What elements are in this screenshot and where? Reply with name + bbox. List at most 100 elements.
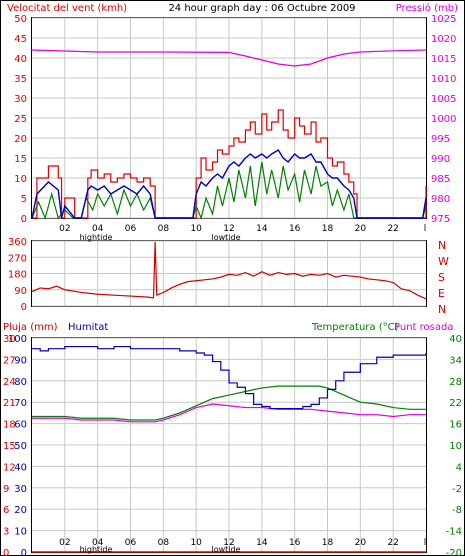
top-hour-label: 08 <box>158 224 170 234</box>
pressure-tick-label: 985 <box>431 174 450 185</box>
rain-tick-label: 9 <box>3 484 9 495</box>
temperature-tick-label: -2 <box>452 484 462 495</box>
top-hour-label: 16 <box>289 224 301 234</box>
pressure-tick-label: 995 <box>431 134 450 145</box>
bottom-hour-label: 06 <box>125 538 137 548</box>
top-hour-label: 10 <box>190 224 202 234</box>
temperature-axis-title: Temperatura (°C) <box>311 322 399 333</box>
dir-label-w: W <box>438 255 449 268</box>
graph-title: 24 hour graph day : 06 Octubre 2009 <box>168 3 355 14</box>
wind-tick-label: 10 <box>14 174 27 185</box>
rain-tick-label: 6 <box>3 505 9 516</box>
pressure-tick-label: 1025 <box>431 14 456 25</box>
temperature-tick-label: -8 <box>452 505 462 516</box>
wind-tick-label: 25 <box>14 114 27 125</box>
humidity-tick-label: 10 <box>14 527 27 538</box>
humidity-tick-label: 70 <box>14 398 27 409</box>
rain-tick-label: 3 <box>3 527 9 538</box>
dir-label-e: E <box>438 287 445 300</box>
rain-tick-label: 0 <box>3 548 9 556</box>
pressure-tick-label: 1000 <box>431 114 456 125</box>
wind-tick-label: 5 <box>21 194 27 205</box>
temperature-line <box>32 385 426 421</box>
rain-tick-label: 18 <box>3 420 16 431</box>
bottom-hour-label: 10 <box>190 538 202 548</box>
rain-tick-label: 24 <box>3 377 16 388</box>
wind-axis-title: Velocitat del vent (kmh) <box>7 3 127 14</box>
bottom-hour-label: 20 <box>355 538 367 548</box>
bottom-hour-label: 18 <box>322 538 334 548</box>
bottom-hour-label: 04 <box>92 538 104 548</box>
pressure-tick-label: 1020 <box>431 34 456 45</box>
wind-average-line <box>31 149 427 219</box>
wind-tick-label: 0 <box>21 214 27 225</box>
temperature-tick-label: 16 <box>449 420 462 431</box>
temperature-tick-label: 40 <box>449 334 462 345</box>
top-hour-label: 18 <box>322 224 334 234</box>
bottom-hour-label: 12 <box>223 538 234 548</box>
lowtide-label-bottom: lowtide <box>211 545 240 554</box>
wind-tick-label: 45 <box>14 34 27 45</box>
dir-label-s: S <box>438 271 445 284</box>
dewpoint-axis-title: Punt rosada <box>394 322 453 333</box>
humidity-tick-label: 40 <box>14 462 27 473</box>
bottom-hour-label: 02 <box>59 538 70 548</box>
rain-tick-label: 15 <box>3 441 16 452</box>
top-hour-label: 14 <box>256 224 268 234</box>
top-hour-label: 22 <box>387 224 398 234</box>
pressure-tick-label: 1005 <box>431 94 456 105</box>
rain-tick-label: 30 <box>3 334 16 345</box>
wind-tick-label: 30 <box>14 94 27 105</box>
top-hour-label: 20 <box>355 224 367 234</box>
pressure-tick-label: 1010 <box>431 74 456 85</box>
temperature-tick-label: -14 <box>446 527 462 538</box>
humidity-axis-title: Humitat <box>68 322 108 333</box>
top-hour-label: 06 <box>125 224 137 234</box>
pressure-tick-label: 980 <box>431 194 450 205</box>
dir-label-n-bottom: N <box>438 303 446 316</box>
temperature-tick-label: 22 <box>449 398 462 409</box>
pressure-tick-label: 1015 <box>431 54 456 65</box>
pressure-line <box>31 49 427 67</box>
hightide-label-top: hightide <box>80 233 113 242</box>
top-hour-label: 12 <box>223 224 234 234</box>
humidity-line <box>32 345 427 410</box>
temperature-tick-label: -20 <box>446 548 462 556</box>
wind-tick-label: 35 <box>14 74 27 85</box>
direction-tick-label: 270 <box>8 253 27 264</box>
rain-tick-label: 12 <box>3 462 16 473</box>
dir-label-n-top: N <box>438 239 446 252</box>
wind-tick-label: 20 <box>14 134 27 145</box>
humidity-tick-label: 20 <box>14 505 27 516</box>
temperature-tick-label: 4 <box>456 462 462 473</box>
bottom-hour-label: 22 <box>387 538 398 548</box>
wind-tick-label: 15 <box>14 154 27 165</box>
humidity-tick-label: 60 <box>14 420 27 431</box>
rain-tick-label: 21 <box>3 398 16 409</box>
bottom-hour-label: 08 <box>158 538 170 548</box>
top-end-label: l <box>424 224 427 234</box>
rain-tick-label: 27 <box>3 355 16 366</box>
rain-axis-title: Pluja (mm) <box>3 322 58 333</box>
wind-direction-line <box>31 241 427 300</box>
direction-tick-label: 360 <box>8 237 27 248</box>
direction-tick-label: 90 <box>14 286 27 297</box>
bottom-end-label: l <box>424 538 427 548</box>
temperature-tick-label: 28 <box>449 377 462 388</box>
humidity-tick-label: 100 <box>8 334 27 345</box>
humidity-tick-label: 0 <box>21 548 27 556</box>
wind-tick-label: 40 <box>14 54 27 65</box>
direction-tick-label: 180 <box>8 270 27 281</box>
pressure-axis-title: Pressió (mb) <box>396 2 458 14</box>
wind-gust-line <box>32 109 427 219</box>
humidity-tick-label: 90 <box>14 355 27 366</box>
dewpoint-line <box>32 403 426 423</box>
humidity-tick-label: 30 <box>14 484 27 495</box>
humidity-tick-label: 50 <box>14 441 27 452</box>
pressure-tick-label: 990 <box>431 154 450 165</box>
temperature-tick-label: 34 <box>449 355 462 366</box>
lowtide-label-top: lowtide <box>211 233 240 242</box>
bottom-hour-label: 16 <box>289 538 301 548</box>
